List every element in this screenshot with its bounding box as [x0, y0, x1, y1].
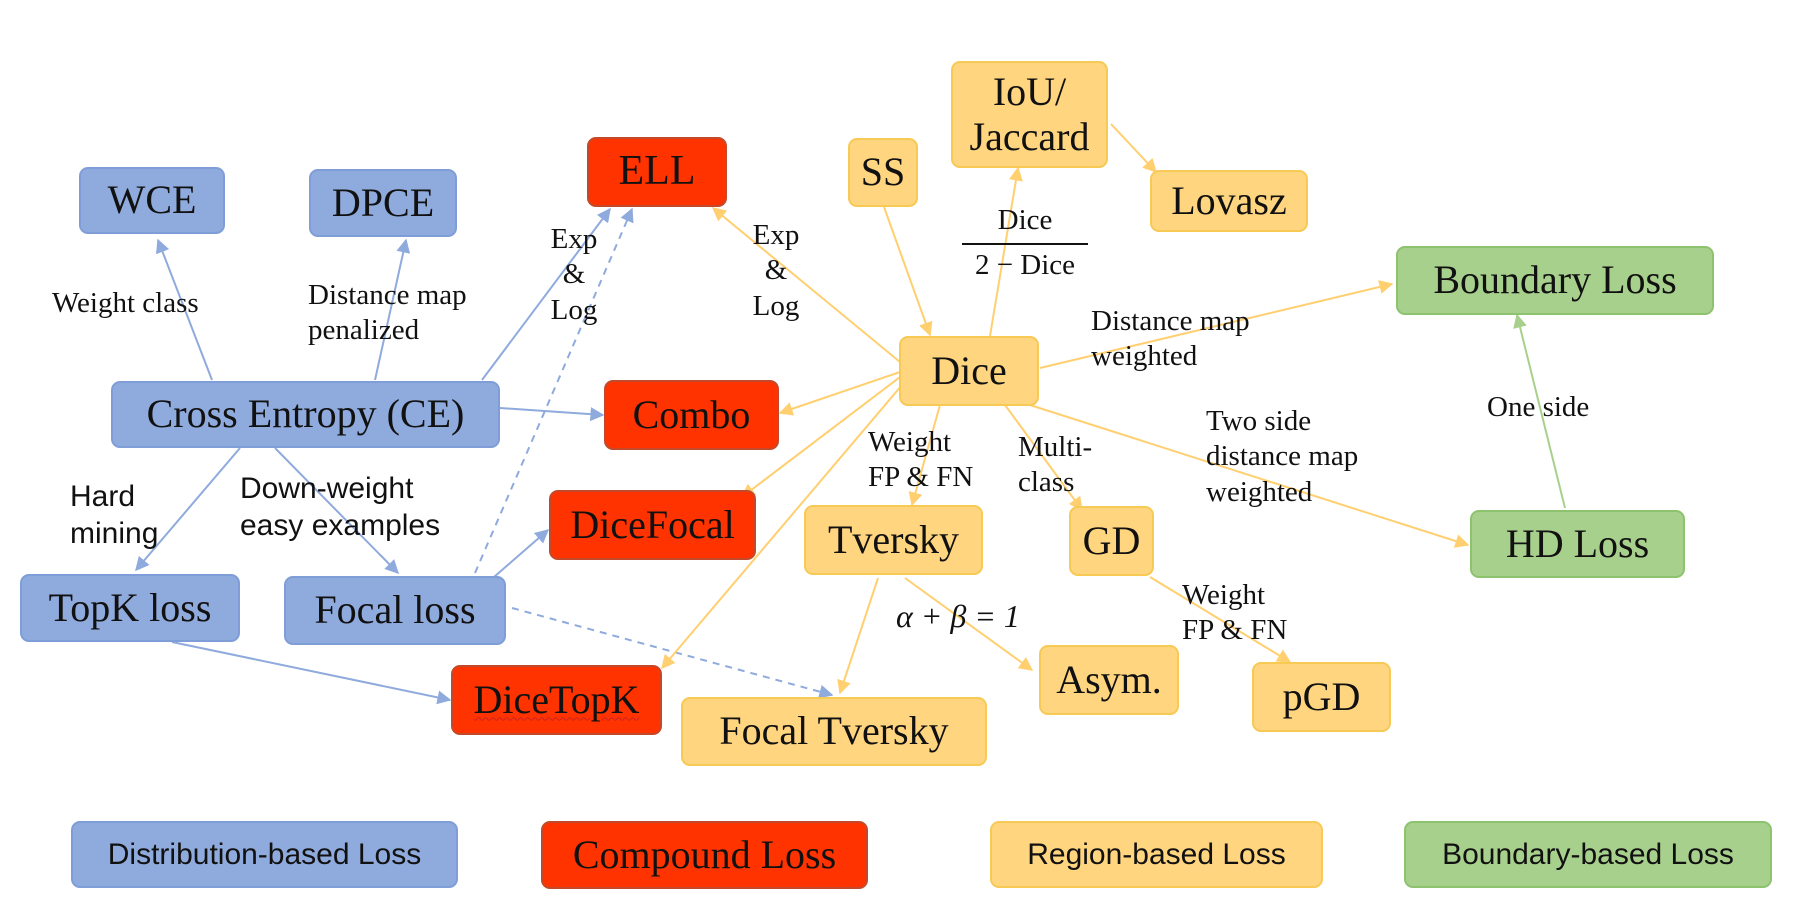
- label-distance-map-weighted: Distance map weighted: [1091, 304, 1250, 375]
- label-exp-log-left-l3: Log: [550, 293, 598, 326]
- label-exp-log-left-l1: Exp: [550, 223, 598, 255]
- node-combo: Combo: [604, 380, 779, 450]
- label-hard-mining-l1: Hard: [70, 480, 136, 513]
- node-dicefocal: DiceFocal: [549, 490, 756, 560]
- edge-dice-hd: [1029, 404, 1470, 548]
- label-distance-map-weighted-l2: weighted: [1091, 340, 1198, 373]
- node-cross-entropy: Cross Entropy (CE): [111, 381, 500, 448]
- edge-ce-wce: [156, 238, 213, 381]
- edge-dice-combo: [778, 371, 901, 416]
- label-down-weight-l1: Down-weight: [240, 472, 414, 505]
- edge-dice-boundary: [1039, 280, 1394, 369]
- label-one-side: One side: [1487, 391, 1590, 423]
- node-wce: WCE: [79, 167, 225, 234]
- label-multi-class-l1: Multi-: [1018, 431, 1093, 463]
- legend-compound: Compound Loss: [541, 821, 868, 889]
- edge-ce-dpce: [374, 238, 411, 381]
- label-weight-class: Weight class: [52, 287, 199, 319]
- edge-tversky-asym: [904, 577, 1034, 671]
- node-iou-jaccard: IoU/ Jaccard: [951, 61, 1108, 168]
- node-dice: Dice: [899, 336, 1039, 406]
- label-dice-fraction: Dice 2 − Dice: [962, 204, 1088, 282]
- label-distance-map-weighted-l1: Distance map: [1091, 305, 1250, 337]
- label-dice-fraction-bar: [962, 243, 1088, 245]
- edge-iou-lovasz: [1110, 123, 1157, 174]
- node-iou-line1: IoU/: [992, 68, 1067, 114]
- edge-topk-dicetopk: [171, 641, 452, 705]
- label-two-side-l3: weighted: [1206, 475, 1313, 508]
- node-iou-line2: Jaccard: [969, 113, 1090, 159]
- label-two-side-l1: Two side: [1206, 405, 1312, 437]
- node-dicetopk: DiceTopK: [451, 665, 662, 735]
- edge-focal-focaltversky: [511, 607, 834, 699]
- label-weight-fp-fn-tversky-l1: Weight: [868, 426, 952, 458]
- label-hard-mining: Hard mining: [70, 479, 158, 552]
- label-down-weight: Down-weight easy examples: [240, 471, 440, 544]
- edge-tversky-focaltversky: [837, 577, 879, 695]
- node-hd-loss: HD Loss: [1470, 510, 1685, 578]
- label-weight-fp-fn-pgd-l1: Weight: [1182, 579, 1266, 611]
- edge-dice-dicefocal: [740, 376, 901, 498]
- label-hard-mining-l2: mining: [70, 516, 159, 550]
- label-distance-map-penalized-l1: Distance map: [308, 279, 467, 311]
- label-weight-fp-fn-pgd-l2: FP & FN: [1182, 614, 1288, 647]
- node-lovasz: Lovasz: [1150, 170, 1308, 232]
- node-ss: SS: [848, 138, 918, 207]
- node-dicetopk-label: DiceTopK: [473, 676, 640, 722]
- label-two-side: Two side distance map weighted: [1206, 404, 1358, 510]
- label-exp-log-right-l2: &: [764, 254, 788, 287]
- edge-ce-ell: [481, 207, 611, 381]
- legend-boundary: Boundary-based Loss: [1404, 821, 1772, 888]
- edge-focal-dicefocal: [493, 529, 550, 578]
- label-dice-fraction-denominator: 2 − Dice: [974, 249, 1076, 281]
- edge-dice-ell: [711, 207, 901, 363]
- label-multi-class-l2: class: [1018, 466, 1075, 499]
- edge-ce-focal: [274, 447, 399, 574]
- label-exp-log-left: Exp & Log: [544, 222, 604, 328]
- node-gd: GD: [1069, 506, 1154, 576]
- edge-ce-combo: [499, 407, 605, 422]
- label-exp-log-right: Exp & Log: [746, 218, 806, 324]
- label-exp-log-right-l1: Exp: [752, 219, 800, 251]
- edge-dice-tversky: [908, 404, 941, 507]
- label-exp-log-left-l2: &: [562, 258, 586, 291]
- legend-distribution: Distribution-based Loss: [71, 821, 458, 888]
- edge-dice-gd: [1004, 404, 1083, 512]
- node-topk-loss: TopK loss: [20, 574, 240, 642]
- label-weight-fp-fn-tversky: Weight FP & FN: [868, 425, 973, 496]
- label-dice-fraction-numerator: Dice: [997, 204, 1053, 236]
- node-boundary-loss: Boundary Loss: [1396, 246, 1714, 315]
- edge-dice-dicetopk: [661, 384, 903, 670]
- legend-region: Region-based Loss: [990, 821, 1323, 888]
- node-tversky: Tversky: [804, 505, 983, 575]
- node-dpce: DPCE: [309, 169, 457, 237]
- label-distance-map-penalized-l2: penalized: [308, 314, 420, 347]
- edge-hd-boundary: [1513, 313, 1566, 509]
- label-exp-log-right-l3: Log: [752, 289, 800, 322]
- node-pgd: pGD: [1252, 662, 1391, 732]
- edge-gd-pgd: [1149, 576, 1292, 663]
- label-down-weight-l2: easy examples: [240, 508, 441, 542]
- edge-dice-iou: [989, 166, 1023, 337]
- label-alpha-beta: α + β = 1: [896, 598, 1020, 634]
- label-distance-map-penalized: Distance map penalized: [308, 278, 467, 349]
- node-asym: Asym.: [1039, 645, 1179, 715]
- node-focal-loss: Focal loss: [284, 576, 506, 645]
- label-weight-fp-fn-tversky-l2: FP & FN: [868, 461, 974, 494]
- node-focal-tversky: Focal Tversky: [681, 697, 987, 766]
- label-two-side-l2: distance map: [1206, 440, 1359, 473]
- node-ell: ELL: [587, 137, 727, 207]
- edge-ss-dice: [883, 206, 933, 337]
- label-weight-fp-fn-pgd: Weight FP & FN: [1182, 578, 1287, 649]
- label-multi-class: Multi- class: [1018, 430, 1092, 501]
- edge-ce-topk: [135, 447, 241, 572]
- edge-focal-ell: [474, 207, 634, 574]
